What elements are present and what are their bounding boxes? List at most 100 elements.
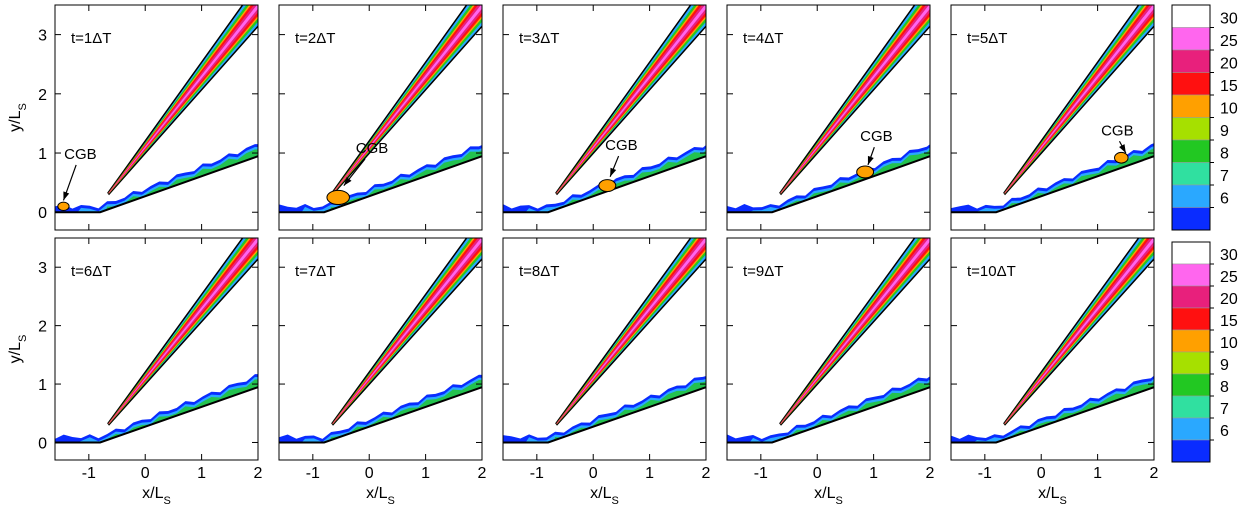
jet-core bbox=[108, 5, 258, 194]
y-tick-label: 1 bbox=[38, 377, 47, 394]
panel-title: t=2ΔT bbox=[295, 30, 335, 47]
boundary-layer-core bbox=[1001, 380, 1154, 441]
x-axis-label-main: x/L bbox=[590, 485, 611, 502]
colorbar-swatch bbox=[1171, 27, 1211, 51]
jet-core bbox=[556, 5, 706, 194]
colorbar-swatch bbox=[1171, 417, 1211, 441]
y-axis-label-main: y/L bbox=[7, 342, 24, 363]
y-tick-label: 3 bbox=[38, 260, 47, 277]
y-axis-label-sub: S bbox=[17, 103, 29, 110]
x-tick-label: -1 bbox=[530, 465, 544, 482]
panel-frame bbox=[950, 237, 1155, 461]
panel-frame bbox=[502, 237, 707, 461]
cgb-bubble bbox=[1114, 151, 1129, 164]
colorbar-swatch bbox=[1171, 4, 1211, 28]
x-tick-label: 1 bbox=[197, 465, 206, 482]
annotation: CGB bbox=[356, 140, 389, 157]
boundary-layer bbox=[279, 374, 482, 443]
boundary-layer bbox=[951, 143, 1154, 213]
colorbar-label: 7 bbox=[1220, 168, 1229, 185]
boundary-layer bbox=[503, 375, 706, 443]
boundary-layer-core bbox=[777, 381, 930, 441]
arrow-head bbox=[867, 155, 874, 165]
panel-title: t=5ΔT bbox=[967, 30, 1007, 47]
colorbar-label: 8 bbox=[1220, 379, 1229, 396]
colorbar-label: 6 bbox=[1220, 191, 1229, 208]
arrow-head bbox=[63, 191, 70, 201]
colorbar-swatch bbox=[1171, 373, 1211, 397]
boundary-layer-core bbox=[553, 381, 706, 441]
x-tick-label: -1 bbox=[754, 465, 768, 482]
x-axis-label-sub: S bbox=[612, 495, 619, 507]
x-tick-label: 2 bbox=[478, 465, 487, 482]
contour-field bbox=[55, 238, 258, 444]
boundary-layer-inner bbox=[973, 378, 1154, 443]
panel-frame bbox=[726, 4, 931, 231]
colorbar-swatch bbox=[1171, 207, 1211, 231]
annotation: CGB bbox=[1101, 122, 1134, 139]
panel-frame bbox=[502, 4, 707, 231]
x-axis-label-sub: S bbox=[164, 495, 171, 507]
ramp-wall bbox=[951, 155, 1154, 214]
ramp-wall bbox=[503, 155, 706, 214]
x-axis-label-main: x/L bbox=[814, 485, 835, 502]
boundary-layer bbox=[727, 144, 930, 213]
y-tick-label: 1 bbox=[38, 146, 47, 163]
x-tick-label: 1 bbox=[869, 465, 878, 482]
colorbar-label: 15 bbox=[1220, 313, 1238, 330]
contour-field bbox=[503, 5, 706, 214]
jet-core bbox=[1004, 5, 1154, 194]
y-axis-label-sub: S bbox=[17, 335, 29, 342]
x-axis-label: x/LS bbox=[366, 485, 395, 507]
arrow-head bbox=[343, 177, 352, 186]
colorbar-swatch bbox=[1171, 395, 1211, 419]
jet-core bbox=[1004, 5, 1154, 194]
colorbar-label: 30 bbox=[1220, 247, 1238, 264]
boundary-layer bbox=[503, 145, 706, 213]
x-axis-label: x/LS bbox=[142, 485, 171, 507]
colorbar-swatch bbox=[1171, 184, 1211, 208]
cgb-bubble bbox=[57, 201, 70, 211]
y-tick-label: 3 bbox=[38, 28, 47, 45]
colorbar-swatch bbox=[1171, 117, 1211, 141]
contour-field bbox=[279, 238, 482, 444]
ramp-wall bbox=[55, 155, 258, 214]
panel-title: t=1ΔT bbox=[71, 30, 111, 47]
boundary-layer-inner bbox=[749, 379, 930, 443]
boundary-layer-core bbox=[1001, 148, 1154, 211]
boundary-layer-core bbox=[329, 379, 482, 441]
jet-core bbox=[332, 5, 482, 194]
panel-frame bbox=[54, 4, 259, 231]
ramp-wall bbox=[951, 386, 1154, 444]
jet-core bbox=[780, 5, 930, 194]
colorbar-swatch bbox=[1171, 162, 1211, 186]
colorbar-swatch bbox=[1171, 49, 1211, 73]
panel-frame bbox=[950, 4, 1155, 231]
x-axis-label-sub: S bbox=[388, 495, 395, 507]
panel-title: t=10ΔT bbox=[967, 263, 1016, 280]
colorbar-label: 8 bbox=[1220, 146, 1229, 163]
x-tick-label: 2 bbox=[926, 465, 935, 482]
colorbar-swatch bbox=[1171, 139, 1211, 163]
panel-frame bbox=[278, 237, 483, 461]
panel-title: t=6ΔT bbox=[71, 263, 111, 280]
y-tick-label: 2 bbox=[38, 87, 47, 104]
jet-core bbox=[556, 238, 706, 424]
boundary-layer bbox=[951, 375, 1154, 443]
boundary-layer bbox=[727, 376, 930, 443]
x-tick-label: 2 bbox=[254, 465, 263, 482]
colorbar-swatch bbox=[1171, 241, 1211, 265]
cgb-bubble bbox=[326, 189, 350, 206]
ramp-wall bbox=[503, 386, 706, 444]
annotation: CGB bbox=[64, 146, 97, 163]
colorbar-label: 10 bbox=[1220, 335, 1238, 352]
colorbar-label: 25 bbox=[1220, 269, 1238, 286]
jet-core bbox=[108, 238, 258, 424]
y-tick-label: 0 bbox=[38, 205, 47, 222]
colorbar-label: 20 bbox=[1220, 56, 1238, 73]
boundary-layer-core bbox=[105, 149, 258, 211]
colorbar-swatch bbox=[1171, 439, 1211, 463]
colorbar-label: 10 bbox=[1220, 101, 1238, 118]
contour-field bbox=[951, 5, 1154, 214]
